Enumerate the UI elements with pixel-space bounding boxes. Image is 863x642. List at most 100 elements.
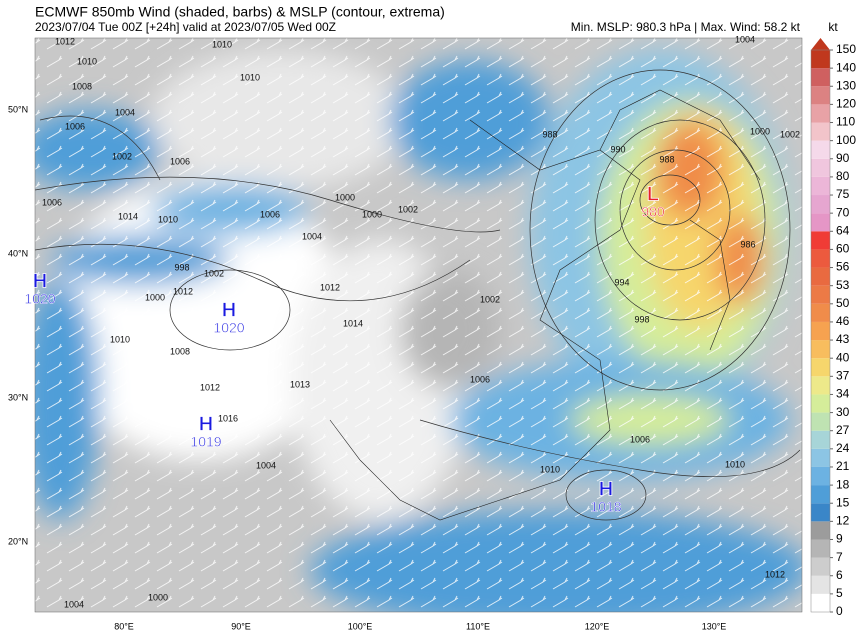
contour-label: 1000	[148, 592, 168, 602]
pressure-center-symbol: H	[199, 413, 213, 435]
contour-label: 1004	[735, 34, 755, 44]
lat-label: 50°N	[8, 104, 28, 114]
colorbar-segment	[811, 303, 830, 322]
map-frame	[34, 37, 803, 613]
contour-label: 1000	[335, 192, 355, 202]
contour-label: 1006	[65, 121, 85, 131]
colorbar-segment	[811, 140, 830, 159]
colorbar-label: 5	[836, 586, 843, 600]
colorbar-label: 21	[836, 459, 850, 473]
lat-label: 20°N	[8, 536, 28, 546]
contour-label: 1006	[42, 197, 62, 207]
colorbar-label: 9	[836, 532, 843, 546]
contour-label: 988	[659, 154, 674, 164]
contour-label: 988	[542, 129, 557, 139]
contour-label: 1006	[470, 374, 490, 384]
colorbar-label: 150	[836, 42, 856, 56]
unit-label: kt	[828, 20, 838, 34]
colorbar-segment	[811, 68, 830, 87]
colorbar-label: 37	[836, 368, 850, 382]
pressure-center-value: 1018	[590, 499, 621, 515]
colorbar-segment	[811, 50, 830, 69]
colorbar-segment	[811, 249, 830, 268]
colorbar-label: 30	[836, 405, 850, 419]
lon-label: 110°E	[466, 621, 490, 631]
contour-label: 994	[614, 277, 629, 287]
colorbar-segment	[811, 593, 830, 612]
pressure-center-value: 1020	[24, 291, 55, 307]
colorbar-label: 0	[836, 604, 843, 618]
subtitle: 2023/07/04 Tue 00Z [+24h] valid at 2023/…	[35, 20, 336, 34]
contour-label: 1010	[240, 72, 260, 82]
contour-label: 1014	[343, 318, 363, 328]
contour-label: 1004	[64, 599, 84, 609]
contour-label: 1010	[77, 56, 97, 66]
colorbar-label: 80	[836, 169, 850, 183]
colorbar-frame	[810, 49, 831, 613]
colorbar-label: 120	[836, 97, 856, 111]
contour-label: 1010	[158, 214, 178, 224]
contour-label: 1004	[256, 460, 276, 470]
colorbar-label: 6	[836, 568, 843, 582]
colorbar-segment	[811, 539, 830, 558]
colorbar-segment	[811, 376, 830, 395]
pressure-center-symbol: L	[647, 183, 659, 205]
colorbar-segment	[811, 267, 830, 286]
contour-label: 1002	[204, 268, 224, 278]
lon-label: 120°E	[585, 621, 610, 631]
colorbar-arrow	[811, 38, 830, 50]
colorbar-segment	[811, 394, 830, 413]
contour-label: 1004	[115, 107, 135, 117]
colorbar-segment	[811, 430, 830, 449]
colorbar-segment	[811, 575, 830, 594]
colorbar-segment	[811, 104, 830, 123]
contour-label: 998	[634, 314, 649, 324]
contour-label: 1010	[110, 334, 130, 344]
colorbar-label: 40	[836, 350, 850, 364]
pressure-center-value: 1020	[213, 320, 244, 336]
contour-label: 1014	[118, 211, 138, 221]
lon-label: 90°E	[231, 621, 251, 631]
colorbar-label: 100	[836, 133, 856, 147]
lon-label: 130°E	[702, 621, 727, 631]
contour-label: 1002	[112, 151, 132, 161]
contour-label: 1010	[212, 39, 232, 49]
colorbar-label: 64	[836, 223, 850, 237]
colorbar-segment	[811, 158, 830, 177]
pressure-center-symbol: H	[33, 270, 47, 292]
colorbar-segment	[811, 340, 830, 359]
colorbar-label: 34	[836, 387, 850, 401]
colorbar-label: 7	[836, 550, 843, 564]
colorbar-segment	[811, 412, 830, 431]
stats: Min. MSLP: 980.3 hPa | Max. Wind: 58.2 k…	[571, 20, 801, 34]
colorbar-segment	[811, 176, 830, 196]
colorbar-segment	[811, 122, 830, 141]
contour-label: 1002	[780, 129, 800, 139]
colorbar-segment	[811, 503, 830, 522]
colorbar-label: 56	[836, 260, 850, 274]
contour-label: 1010	[540, 464, 560, 474]
contour-label: 986	[740, 239, 755, 249]
contour-label: 1000	[750, 126, 770, 136]
colorbar-label: 110	[836, 115, 855, 129]
colorbar-label: 75	[836, 187, 850, 201]
pressure-center-value: 1019	[190, 434, 221, 450]
colorbar-label: 46	[836, 314, 850, 328]
colorbar-label: 70	[836, 205, 850, 219]
contour-label: 1016	[218, 413, 238, 423]
colorbar-segment	[811, 557, 830, 576]
contour-label: 1012	[200, 382, 220, 392]
title: ECMWF 850mb Wind (shaded, barbs) & MSLP …	[35, 4, 445, 20]
colorbar-label: 12	[836, 514, 850, 528]
borders	[329, 89, 761, 521]
lon-label: 100°E	[348, 621, 373, 631]
contour-label: 1002	[398, 204, 418, 214]
colorbar-label: 18	[836, 477, 850, 491]
colorbar-label: 60	[836, 242, 850, 256]
colorbar-segment	[811, 86, 830, 105]
contour-label: 990	[610, 144, 625, 154]
colorbar-label: 24	[836, 441, 850, 455]
lat-label: 30°N	[8, 392, 28, 402]
wind-barbs	[35, 38, 802, 612]
